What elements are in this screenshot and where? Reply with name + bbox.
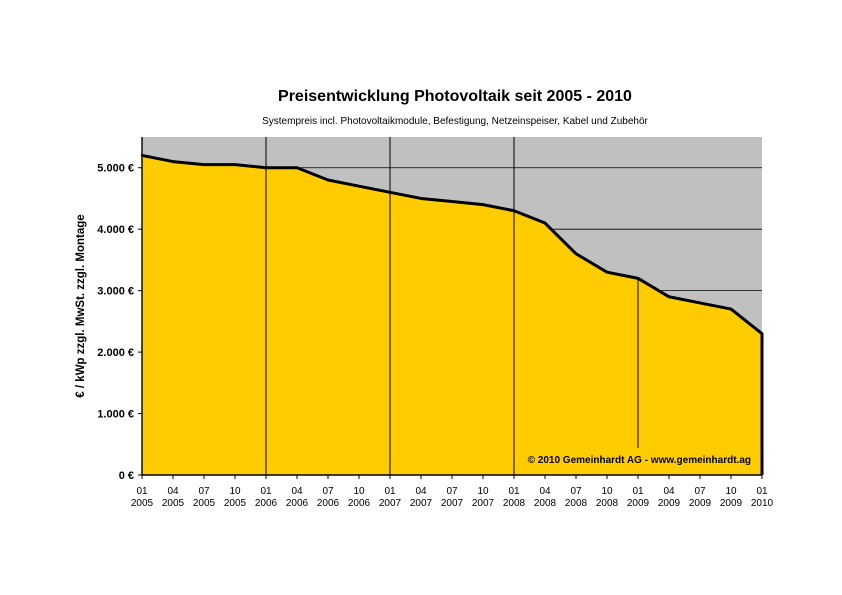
x-tick-year: 2008 — [596, 498, 619, 509]
x-tick-year: 2005 — [131, 498, 154, 509]
data-point — [481, 203, 485, 206]
y-tick-label: 0 € — [119, 470, 134, 482]
chart-title: Preisentwicklung Photovoltaik seit 2005 … — [278, 88, 632, 105]
x-tick-year: 2009 — [658, 498, 681, 509]
data-point — [264, 166, 268, 169]
data-point — [636, 277, 640, 280]
x-tick-year: 2006 — [317, 498, 340, 509]
x-tick-year: 2009 — [627, 498, 650, 509]
x-tick-month: 01 — [508, 486, 520, 497]
data-point — [326, 178, 330, 182]
x-tick-year: 2006 — [348, 498, 371, 509]
data-point — [171, 160, 175, 163]
data-point — [450, 200, 454, 203]
x-tick-year: 2006 — [255, 498, 278, 509]
x-tick-month: 10 — [601, 486, 613, 497]
data-point — [233, 163, 237, 166]
data-point — [667, 295, 671, 298]
x-tick-year: 2008 — [565, 498, 588, 509]
x-tick-month: 04 — [539, 486, 551, 497]
data-point — [698, 301, 702, 305]
x-tick-month: 01 — [260, 486, 272, 497]
copyright-annotation: © 2010 Gemeinhardt AG - www.gemeinhardt.… — [528, 455, 751, 466]
data-point — [729, 307, 733, 311]
x-tick-month: 10 — [229, 486, 241, 497]
data-point — [388, 191, 392, 194]
data-point — [357, 184, 361, 188]
x-tick-month: 07 — [570, 486, 582, 497]
data-point — [295, 166, 299, 169]
y-tick-label: 3.000 € — [97, 286, 134, 298]
x-tick-year: 2007 — [379, 498, 402, 509]
chart-subtitle: Systempreis incl. Photovoltaikmodule, Be… — [262, 116, 648, 127]
y-tick-label: 1.000 € — [97, 409, 134, 421]
x-tick-month: 01 — [756, 486, 768, 497]
y-tick-label: 4.000 € — [97, 224, 134, 236]
x-tick-month: 04 — [167, 486, 179, 497]
x-tick-year: 2006 — [286, 498, 309, 509]
data-point — [605, 271, 609, 274]
x-tick-month: 07 — [322, 486, 334, 497]
x-tick-year: 2008 — [503, 498, 526, 509]
y-tick-label: 2.000 € — [97, 347, 134, 359]
x-tick-year: 2008 — [534, 498, 557, 509]
x-tick-year: 2005 — [193, 498, 216, 509]
data-point — [512, 209, 516, 212]
x-tick-month: 01 — [632, 486, 644, 497]
x-tick-year: 2010 — [751, 498, 774, 509]
x-tick-month: 07 — [198, 486, 210, 497]
x-tick-month: 10 — [353, 486, 365, 497]
x-tick-year: 2009 — [689, 498, 712, 509]
data-point — [202, 163, 206, 166]
x-tick-year: 2007 — [441, 498, 464, 509]
price-line — [141, 153, 764, 475]
x-tick-month: 07 — [694, 486, 706, 497]
price-area-fill — [142, 155, 762, 475]
data-point — [760, 332, 764, 335]
data-point — [419, 197, 423, 200]
x-tick-year: 2009 — [720, 498, 743, 509]
y-axis-label: € / kWp zzgl. MwSt. zzgl. Montage — [75, 214, 87, 397]
x-tick-month: 10 — [725, 486, 737, 497]
x-tick-month: 10 — [477, 486, 489, 497]
x-tick-year: 2007 — [472, 498, 495, 509]
y-tick-label: 5.000 € — [97, 163, 134, 175]
x-tick-year: 2005 — [224, 498, 247, 509]
x-tick-year: 2005 — [162, 498, 185, 509]
data-point — [574, 252, 578, 255]
x-tick-year: 2007 — [410, 498, 433, 509]
x-tick-month: 04 — [415, 486, 427, 497]
data-point — [543, 221, 547, 225]
x-tick-month: 01 — [384, 486, 396, 497]
x-tick-month: 04 — [291, 486, 303, 497]
x-tick-month: 04 — [663, 486, 675, 497]
x-tick-month: 01 — [136, 486, 148, 497]
x-tick-month: 07 — [446, 486, 458, 497]
